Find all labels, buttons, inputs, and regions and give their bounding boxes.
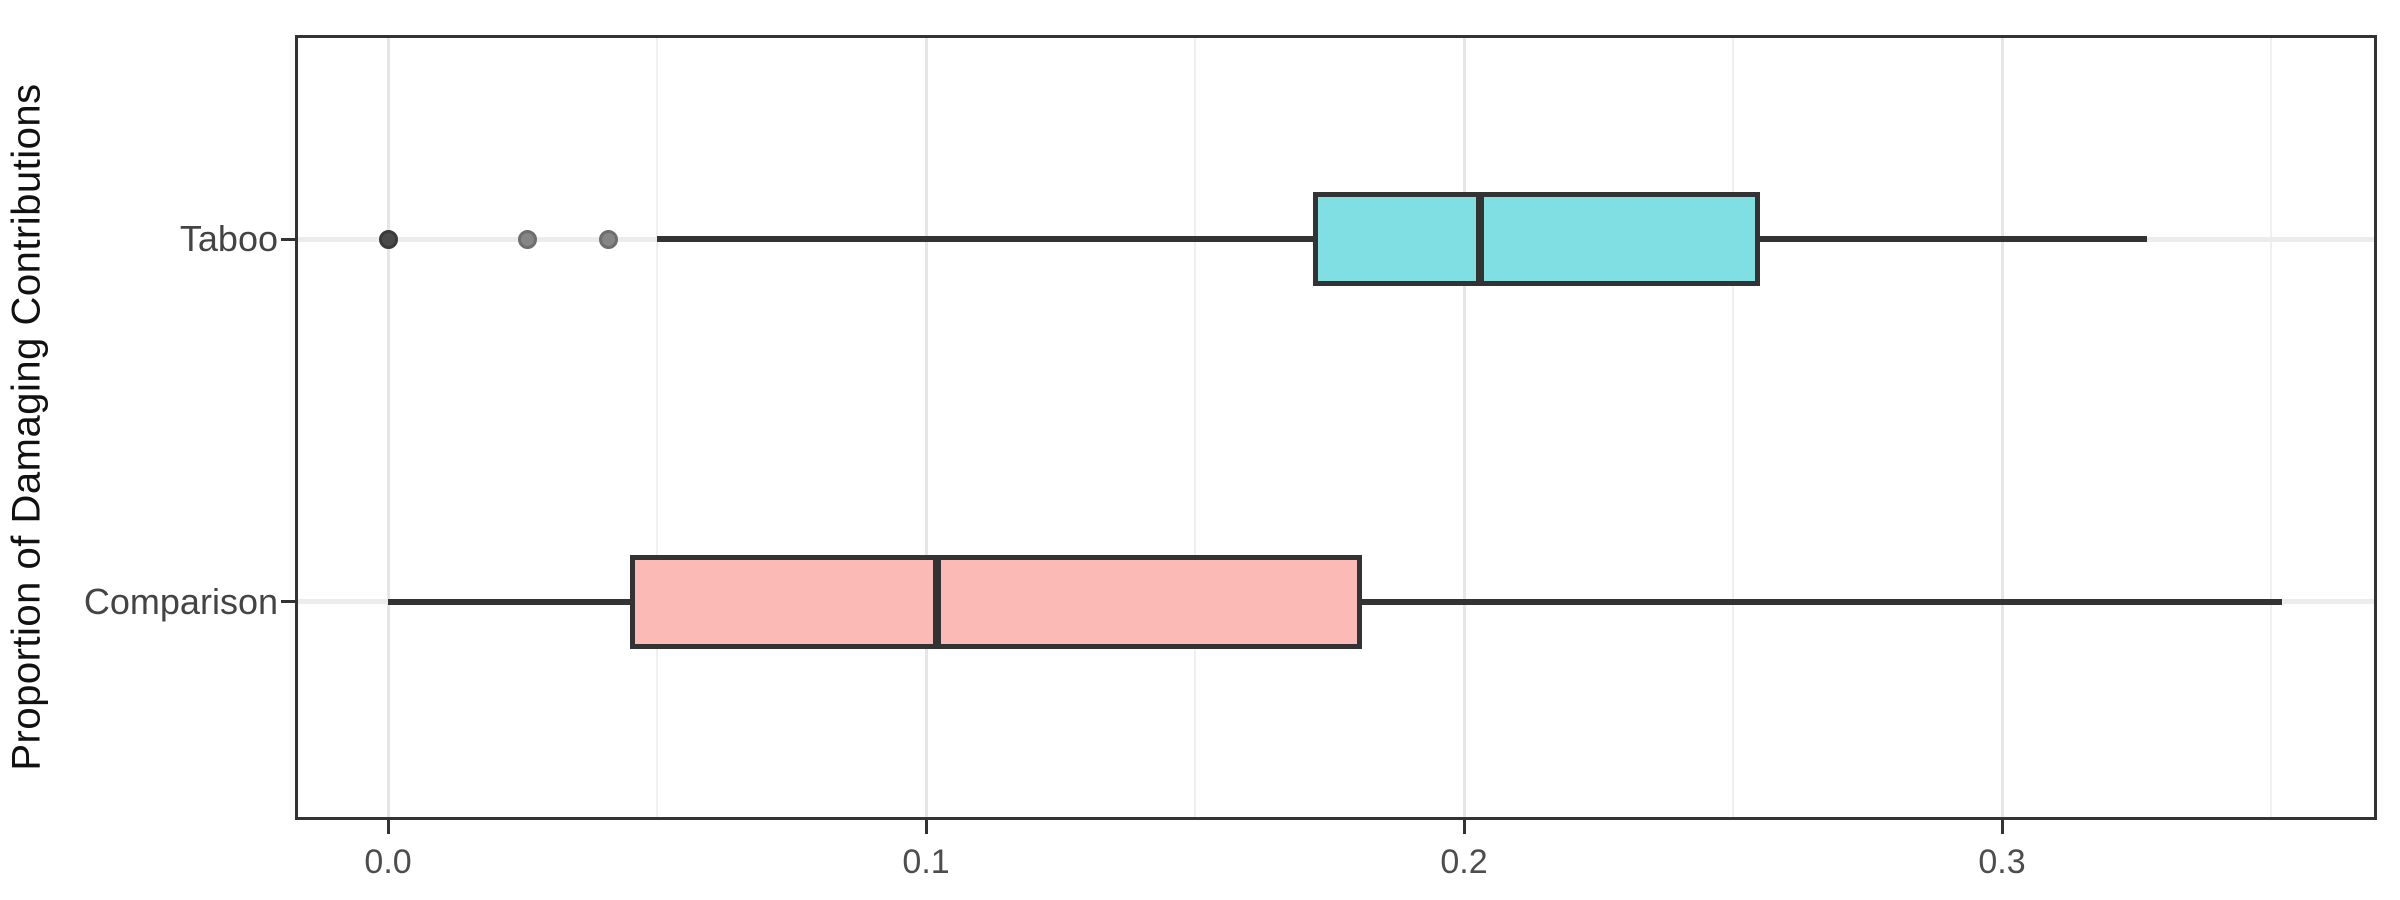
whisker-upper bbox=[1759, 236, 2148, 243]
boxplot-layer bbox=[295, 35, 2377, 820]
x-tick-mark bbox=[2000, 820, 2004, 834]
x-tick-label: 0.2 bbox=[1440, 843, 1488, 881]
major-gridline bbox=[386, 35, 390, 820]
x-tick-mark bbox=[1462, 820, 1466, 834]
whisker-lower bbox=[388, 598, 631, 605]
whisker-upper bbox=[1361, 598, 2282, 605]
box-iqr bbox=[630, 554, 1362, 649]
category-label: Comparison bbox=[83, 580, 278, 622]
y-axis-title: Proportion of Damaging Contributions bbox=[4, 83, 49, 771]
x-tick-mark bbox=[924, 820, 928, 834]
minor-gridline bbox=[656, 35, 659, 820]
median-line bbox=[932, 554, 941, 649]
x-tick-label: 0.0 bbox=[364, 843, 412, 881]
y-tick-mark bbox=[281, 237, 295, 241]
outlier-point bbox=[378, 229, 398, 249]
major-gridline bbox=[1462, 35, 1466, 820]
category-label: Taboo bbox=[179, 218, 278, 260]
major-gridline bbox=[924, 35, 928, 820]
minor-gridline bbox=[1194, 35, 1197, 820]
x-tick-mark bbox=[386, 820, 390, 834]
outlier-point bbox=[518, 229, 538, 249]
x-tick-label: 0.1 bbox=[902, 843, 950, 881]
plot-panel bbox=[295, 35, 2377, 820]
minor-gridline bbox=[2270, 35, 2273, 820]
box-iqr bbox=[1313, 192, 1760, 287]
x-tick-label: 0.3 bbox=[1978, 843, 2026, 881]
minor-gridline bbox=[1732, 35, 1735, 820]
outlier-point bbox=[599, 229, 619, 249]
whisker-lower bbox=[657, 236, 1314, 243]
major-gridline bbox=[2000, 35, 2004, 820]
y-tick-mark bbox=[281, 600, 295, 604]
median-line bbox=[1476, 192, 1485, 287]
